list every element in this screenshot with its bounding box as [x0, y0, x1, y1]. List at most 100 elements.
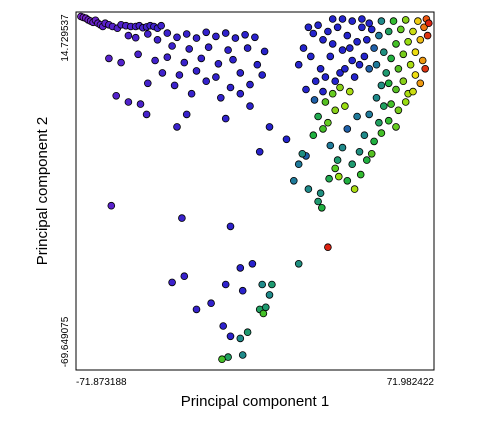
data-point	[358, 23, 366, 32]
data-point	[341, 65, 349, 73]
data-point	[360, 52, 369, 61]
data-point	[144, 79, 152, 88]
data-point	[241, 30, 249, 39]
data-point	[367, 150, 376, 158]
data-point	[341, 102, 349, 110]
data-point	[343, 177, 352, 185]
data-point	[389, 17, 398, 25]
data-point	[178, 214, 186, 222]
data-point	[117, 58, 125, 67]
data-point	[399, 50, 408, 59]
data-point	[345, 87, 354, 96]
data-point	[377, 81, 386, 90]
data-point	[299, 44, 308, 52]
data-point	[231, 34, 240, 42]
data-point	[324, 243, 332, 252]
data-point	[328, 89, 337, 98]
data-point	[387, 100, 395, 108]
data-point	[197, 54, 206, 63]
data-point	[316, 189, 325, 198]
data-point	[255, 148, 264, 156]
data-point	[362, 35, 371, 44]
data-point	[192, 67, 201, 75]
data-point	[355, 148, 364, 156]
data-point	[416, 79, 425, 88]
data-point	[348, 160, 357, 169]
data-point	[246, 102, 254, 110]
data-point	[294, 60, 303, 69]
data-point	[112, 92, 120, 100]
data-point	[136, 100, 145, 108]
data-point	[331, 77, 340, 85]
data-point	[212, 73, 220, 81]
data-point	[185, 45, 194, 53]
data-point	[411, 48, 420, 56]
data-point	[298, 150, 307, 158]
data-point	[224, 46, 232, 54]
data-point	[334, 172, 343, 181]
data-point	[424, 19, 433, 28]
data-point	[151, 56, 159, 65]
data-point	[331, 164, 340, 173]
data-point	[418, 56, 427, 65]
data-point	[317, 204, 326, 212]
data-point	[238, 286, 247, 295]
x-axis-title: Principal component 1	[181, 393, 329, 410]
data-point	[105, 54, 113, 63]
data-point	[236, 89, 245, 98]
data-point	[182, 110, 191, 119]
data-point	[221, 114, 230, 123]
data-point	[319, 125, 327, 133]
data-point	[153, 35, 162, 44]
data-point	[246, 80, 254, 89]
data-point	[348, 17, 357, 25]
y-tick-label-min: -69.649075	[60, 316, 71, 367]
data-point	[394, 65, 403, 73]
data-point	[326, 52, 335, 61]
data-point	[229, 55, 237, 64]
data-point	[319, 87, 327, 96]
data-point	[243, 44, 252, 52]
data-point	[375, 118, 383, 127]
data-point	[423, 31, 432, 40]
data-point	[384, 116, 393, 125]
data-point	[226, 332, 235, 341]
data-point	[406, 60, 415, 69]
data-point	[324, 27, 332, 36]
data-point	[180, 58, 189, 67]
data-point	[302, 85, 310, 94]
data-point	[258, 280, 267, 289]
data-point	[131, 33, 140, 42]
data-point	[316, 65, 325, 73]
data-point	[360, 131, 369, 140]
data-point	[411, 71, 420, 79]
data-point	[321, 98, 330, 106]
data-point	[294, 160, 303, 169]
data-point	[365, 110, 374, 119]
data-point	[289, 177, 298, 185]
data-point	[202, 77, 211, 85]
data-point	[221, 280, 230, 289]
data-point	[212, 32, 220, 41]
data-point	[394, 106, 403, 115]
data-point	[416, 35, 425, 44]
data-point	[319, 35, 327, 44]
data-point	[314, 197, 322, 206]
data-point	[336, 69, 344, 77]
data-point	[328, 15, 337, 23]
data-point	[187, 89, 196, 98]
data-point	[343, 31, 352, 40]
data-point	[401, 98, 410, 106]
data-point	[309, 29, 318, 38]
data-point	[358, 15, 366, 23]
data-point	[168, 278, 176, 287]
data-point	[259, 309, 268, 318]
data-point	[372, 94, 381, 102]
x-tick-label-max: 71.982422	[387, 377, 435, 388]
data-point	[338, 46, 347, 54]
data-point	[392, 85, 400, 94]
data-point	[399, 77, 408, 85]
data-point	[243, 328, 252, 337]
data-point	[421, 65, 430, 73]
